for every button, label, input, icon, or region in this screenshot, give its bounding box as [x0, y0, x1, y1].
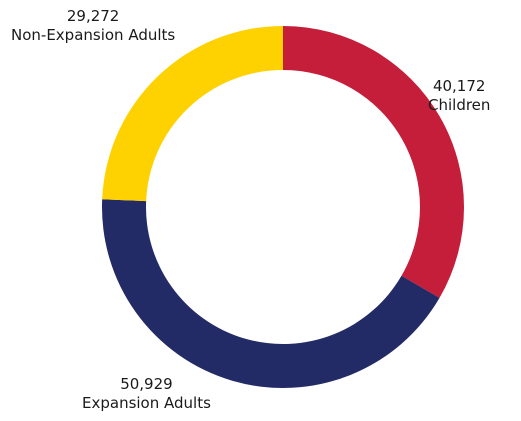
category-label-non-expansion-adults: Non-Expansion Adults	[11, 26, 176, 44]
category-label-expansion-adults: Expansion Adults	[82, 394, 211, 412]
slice-children	[283, 26, 465, 298]
label-non-expansion-adults: 29,272 Non-Expansion Adults	[11, 7, 175, 45]
category-label-children: Children	[428, 96, 491, 114]
value-label-expansion-adults: 50,929	[120, 375, 173, 393]
value-label-children: 40,172	[432, 77, 486, 95]
label-children: 40,172 Children	[428, 77, 490, 115]
value-label-non-expansion-adults: 29,272	[66, 7, 120, 25]
slice-non-expansion-adults	[102, 26, 283, 202]
slice-expansion-adults	[101, 199, 440, 388]
label-expansion-adults: 50,929 Expansion Adults	[82, 375, 211, 413]
